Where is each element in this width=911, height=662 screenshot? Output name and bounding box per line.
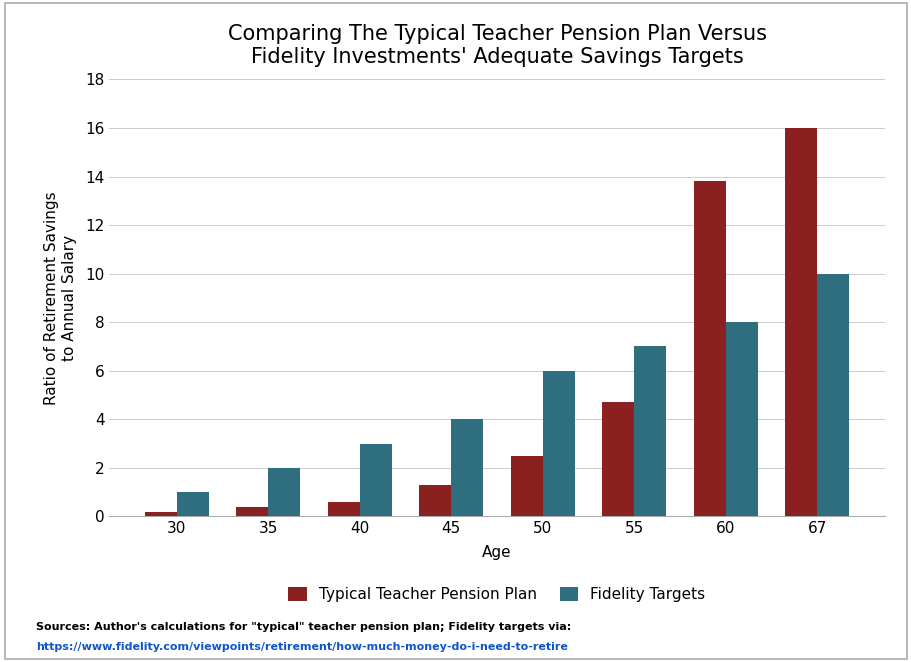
Title: Comparing The Typical Teacher Pension Plan Versus
Fidelity Investments' Adequate: Comparing The Typical Teacher Pension Pl… [227,24,766,67]
Bar [784,128,816,516]
Text: https://www.fidelity.com/viewpoints/retirement/how-much-money-do-i-need-to-retir: https://www.fidelity.com/viewpoints/reti… [36,642,568,652]
Y-axis label: Ratio of Retirement Savings
to Annual Salary: Ratio of Retirement Savings to Annual Sa… [45,191,77,404]
Bar [268,468,300,516]
Bar [359,444,392,516]
Bar [816,273,848,516]
Bar [236,506,268,516]
Legend: Typical Teacher Pension Plan, Fidelity Targets: Typical Teacher Pension Plan, Fidelity T… [282,581,711,608]
Bar [542,371,574,516]
Bar [601,402,634,516]
X-axis label: Age: Age [482,545,511,559]
Bar [634,346,666,516]
Bar [327,502,359,516]
Bar [693,181,725,516]
Bar [510,455,542,516]
Bar [725,322,757,516]
Text: Sources: Author's calculations for "typical" teacher pension plan; Fidelity targ: Sources: Author's calculations for "typi… [36,622,571,632]
Bar [177,492,209,516]
Bar [451,419,483,516]
Bar [419,485,451,516]
Bar [145,512,177,516]
